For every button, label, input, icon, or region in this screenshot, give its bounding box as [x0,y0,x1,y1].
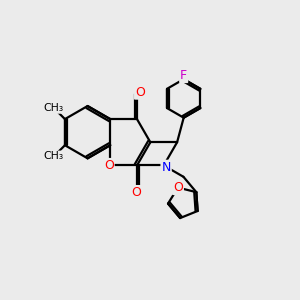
Text: CH₃: CH₃ [44,152,64,161]
Text: F: F [180,69,187,82]
Text: O: O [131,186,141,199]
Text: N: N [161,161,171,174]
Text: CH₃: CH₃ [44,103,64,113]
Text: O: O [135,86,145,99]
Text: O: O [104,159,114,172]
Text: O: O [173,181,183,194]
